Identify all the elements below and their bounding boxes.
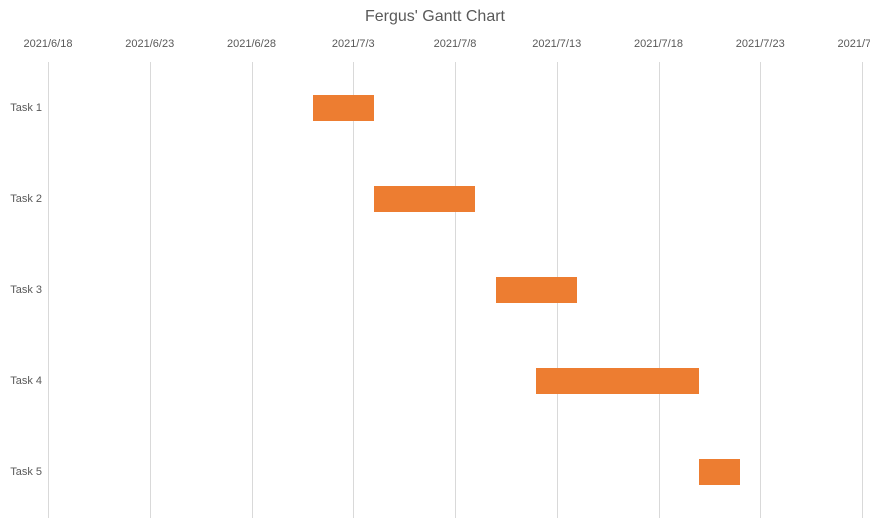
task-label: Task 2 bbox=[0, 193, 42, 205]
x-tick-label: 2021/7/18 bbox=[634, 38, 683, 50]
gridline bbox=[455, 62, 456, 518]
gridline bbox=[252, 62, 253, 518]
task-bar bbox=[313, 95, 374, 121]
task-label: Task 1 bbox=[0, 102, 42, 114]
chart-title: Fergus' Gantt Chart bbox=[0, 8, 870, 26]
x-tick-label: 2021/7/3 bbox=[332, 38, 375, 50]
task-bar bbox=[496, 277, 577, 303]
task-bar bbox=[699, 459, 740, 485]
gantt-chart: Fergus' Gantt Chart 2021/6/18 2021/6/23 20… bbox=[0, 0, 870, 526]
x-tick-label: 2021/7/28 bbox=[838, 38, 870, 50]
gridline bbox=[862, 62, 863, 518]
gridline bbox=[659, 62, 660, 518]
x-tick-label: 2021/7/13 bbox=[532, 38, 581, 50]
task-label: Task 3 bbox=[0, 284, 42, 296]
gridline bbox=[353, 62, 354, 518]
task-bar bbox=[536, 368, 699, 394]
task-label: Task 4 bbox=[0, 375, 42, 387]
x-tick-label: 2021/6/18 bbox=[24, 38, 73, 50]
x-tick-label: 2021/7/23 bbox=[736, 38, 785, 50]
task-bar bbox=[374, 186, 476, 212]
x-tick-label: 2021/6/28 bbox=[227, 38, 276, 50]
task-label: Task 5 bbox=[0, 466, 42, 478]
gridline bbox=[150, 62, 151, 518]
x-tick-label: 2021/7/8 bbox=[434, 38, 477, 50]
gridline bbox=[760, 62, 761, 518]
gridline bbox=[48, 62, 49, 518]
x-tick-label: 2021/6/23 bbox=[125, 38, 174, 50]
